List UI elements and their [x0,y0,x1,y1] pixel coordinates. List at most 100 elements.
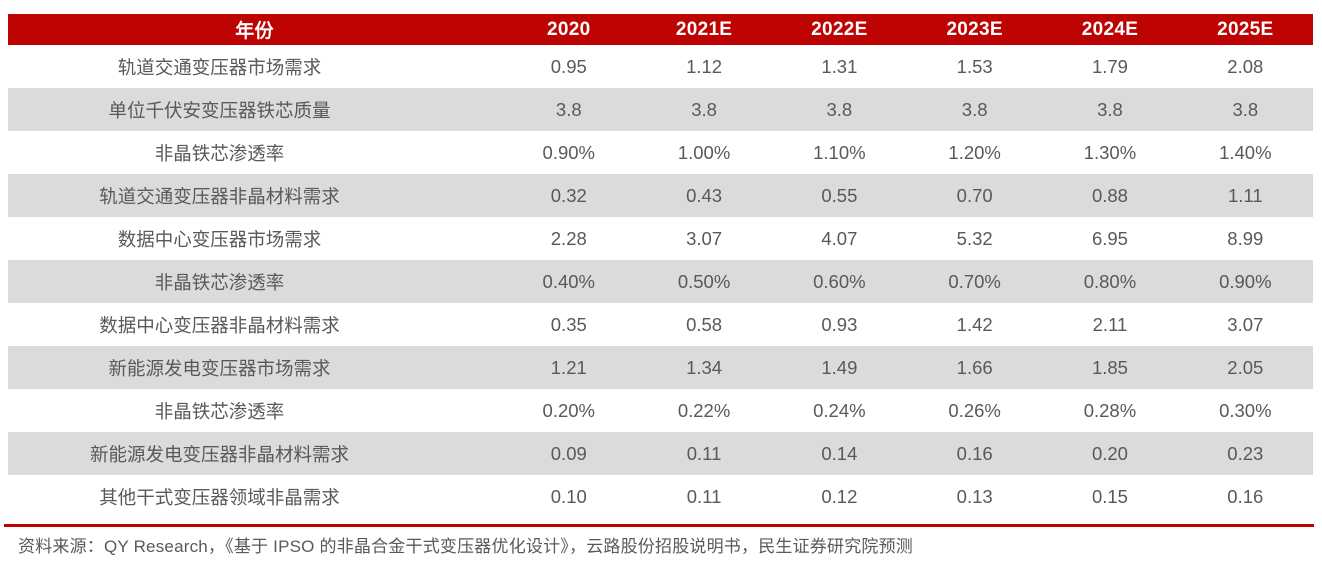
value-cell: 0.88 [1091,184,1128,206]
amorphous-demand-forecast-table: 年份 2020 2021E 2022E 2023E 2024E 2025E 轨道交通变压器… [8,14,1313,518]
value-cell: 0.15 [1091,485,1128,507]
row-label: 非晶铁芯渗透率 [154,142,285,164]
value-cell: 0.11 [686,485,722,507]
value-cell: 0.28% [1083,399,1137,421]
value-cell: 1.11 [1227,184,1263,206]
value-cell: 0.43 [686,184,723,206]
value-cell: 1.53 [956,55,993,77]
value-cell: 0.11 [686,442,722,464]
value-cell: 1.30% [1083,141,1137,163]
value-cell: 0.10 [550,485,587,507]
value-cell: 1.40% [1219,141,1272,163]
value-cell: 0.70% [948,270,1001,292]
value-cell: 0.50% [677,270,731,292]
value-cell: 1.10% [813,141,866,163]
value-cell: 1.79 [1091,55,1128,77]
row-label: 新能源发电变压器市场需求 [108,357,331,379]
row-label: 非晶铁芯渗透率 [154,271,285,293]
table-body: 轨道交通变压器市场需求 0.95 1.12 1.31 1.53 1.79 2.0… [8,45,1313,518]
value-cell: 0.93 [821,313,858,335]
value-cell: 0.24% [813,399,866,421]
table-row: 新能源发电变压器非晶材料需求 0.09 0.11 0.14 0.16 0.20 … [8,432,1313,475]
table-row: 单位千伏安变压器铁芯质量 3.8 3.8 3.8 3.8 3.8 3.8 [8,88,1313,131]
row-label: 其他干式变压器领域非晶需求 [99,486,340,508]
value-cell: 1.85 [1091,356,1128,378]
value-cell: 0.40% [542,270,595,292]
row-label: 新能源发电变压器非晶材料需求 [90,443,350,465]
value-cell: 1.34 [686,356,723,378]
value-cell: 2.08 [1227,55,1264,77]
value-cell: 0.58 [686,313,723,335]
value-cell: 0.35 [550,313,587,335]
value-cell: 1.21 [550,356,587,378]
value-cell: 2.05 [1227,356,1264,378]
row-label: 单位千伏安变压器铁芯质量 [108,99,331,121]
value-cell: 0.32 [550,184,587,206]
table-row: 数据中心变压器非晶材料需求 0.35 0.58 0.93 1.42 2.11 3… [8,303,1313,346]
value-cell: 3.07 [1227,313,1264,335]
value-cell: 0.60% [813,270,866,292]
footer-divider-rule [4,524,1314,527]
value-cell: 6.95 [1091,227,1128,249]
source-note: 资料来源：QY Research，《基于 IPSO 的非晶合金干式变压器优化设计… [18,537,914,556]
header-cell-year-label: 年份 [8,14,502,45]
value-cell: 0.80% [1083,270,1137,292]
header-cell-year: 2025E [1177,14,1313,45]
value-cell: 0.23 [1227,442,1264,464]
value-cell: 2.11 [1092,313,1128,335]
header-cell-year: 2022E [771,14,908,45]
value-cell: 8.99 [1227,227,1264,249]
value-cell: 3.8 [961,98,988,120]
value-cell: 0.16 [1227,485,1264,507]
value-cell: 1.31 [821,55,858,77]
value-cell: 3.07 [686,227,723,249]
value-cell: 1.00% [677,141,731,163]
row-label: 轨道交通变压器市场需求 [117,56,322,78]
table-row: 新能源发电变压器市场需求 1.21 1.34 1.49 1.66 1.85 2.… [8,346,1313,389]
row-label: 数据中心变压器市场需求 [117,228,322,250]
value-cell: 0.20 [1091,442,1128,464]
value-cell: 3.8 [555,98,582,120]
value-cell: 0.30% [1219,399,1272,421]
value-cell: 0.09 [550,442,587,464]
row-label: 非晶铁芯渗透率 [154,400,285,422]
value-cell: 0.20% [542,399,595,421]
value-cell: 0.12 [821,485,858,507]
table-row: 非晶铁芯渗透率 0.40% 0.50% 0.60% 0.70% 0.80% 0.… [8,260,1313,303]
value-cell: 0.90% [542,141,595,163]
value-cell: 1.42 [956,313,993,335]
header-cell-year: 2023E [907,14,1043,45]
value-cell: 0.16 [956,442,993,464]
value-cell: 4.07 [821,227,858,249]
header-cell-year: 2020 [501,14,637,45]
row-label: 轨道交通变压器非晶材料需求 [99,185,340,207]
table-row: 非晶铁芯渗透率 0.20% 0.22% 0.24% 0.26% 0.28% 0.… [8,389,1313,432]
table-row: 数据中心变压器市场需求 2.28 3.07 4.07 5.32 6.95 8.9… [8,217,1313,260]
table-header-row: 年份 2020 2021E 2022E 2023E 2024E 2025E [8,14,1313,45]
value-cell: 0.95 [550,55,587,77]
table-row: 其他干式变压器领域非晶需求 0.10 0.11 0.12 0.13 0.15 0… [8,475,1313,518]
table-row: 非晶铁芯渗透率 0.90% 1.00% 1.10% 1.20% 1.30% 1.… [8,131,1313,174]
value-cell: 0.26% [948,399,1001,421]
value-cell: 1.66 [956,356,993,378]
table-row: 轨道交通变压器市场需求 0.95 1.12 1.31 1.53 1.79 2.0… [8,45,1313,88]
header-cell-year: 2024E [1042,14,1178,45]
value-cell: 0.13 [956,485,993,507]
value-cell: 3.8 [1232,98,1259,120]
row-label: 数据中心变压器非晶材料需求 [99,314,340,336]
value-cell: 0.22% [677,399,731,421]
value-cell: 5.32 [956,227,993,249]
value-cell: 2.28 [550,227,587,249]
value-cell: 1.12 [686,55,723,77]
value-cell: 0.14 [821,442,858,464]
value-cell: 0.70 [956,184,993,206]
header-cell-year: 2021E [636,14,772,45]
value-cell: 0.55 [821,184,858,206]
value-cell: 1.49 [821,356,858,378]
value-cell: 0.90% [1219,270,1272,292]
value-cell: 1.20% [948,141,1001,163]
table-row: 轨道交通变压器非晶材料需求 0.32 0.43 0.55 0.70 0.88 1… [8,174,1313,217]
value-cell: 3.8 [1097,98,1123,120]
value-cell: 3.8 [691,98,717,120]
